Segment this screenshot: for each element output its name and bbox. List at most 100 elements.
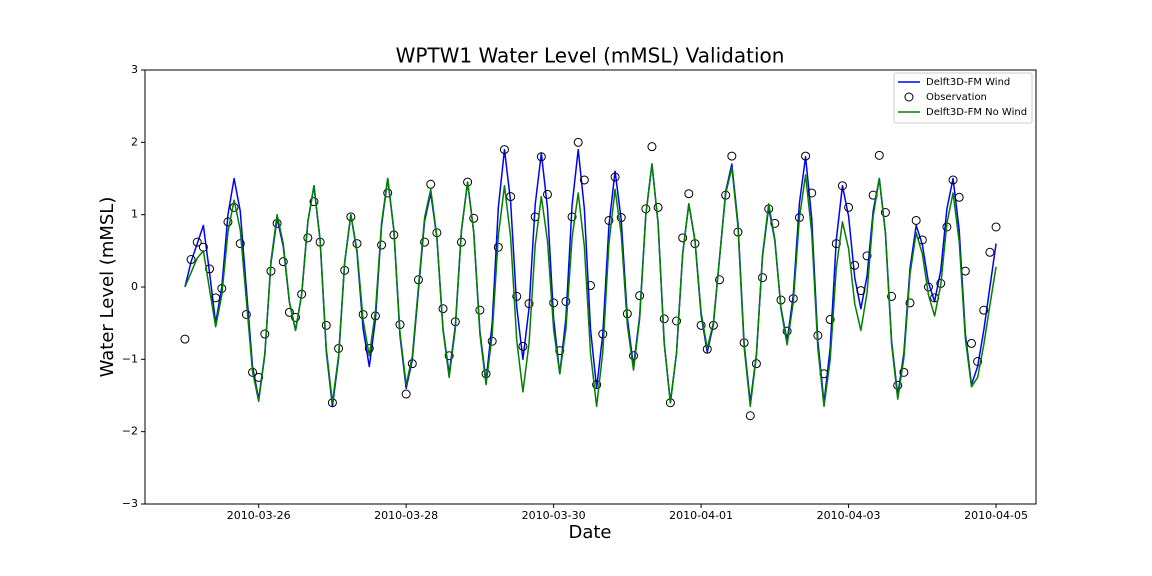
observation-point [966, 338, 976, 348]
observation-point [309, 197, 319, 207]
observation-point [278, 257, 288, 267]
observation-point [346, 212, 356, 222]
observation-point [610, 172, 620, 182]
observation-point [837, 181, 847, 191]
observation-point [291, 312, 301, 322]
observation-point [758, 273, 768, 283]
legend-label: Delft3D-FM No Wind [926, 107, 1027, 118]
observation-point [573, 137, 583, 147]
observation-point [592, 380, 602, 390]
observation-point [684, 189, 694, 199]
x-tick-label: 2010-03-30 [522, 509, 586, 522]
observation-point [973, 357, 983, 367]
observation-point [954, 192, 964, 202]
observation-point [555, 346, 565, 356]
legend-label: Observation [926, 92, 987, 103]
x-tick-label: 2010-04-03 [817, 509, 881, 522]
observation-point [653, 202, 663, 212]
legend-box [893, 72, 1033, 124]
y-tick-label: 0 [131, 280, 138, 293]
legend-marker [904, 92, 914, 102]
observation-point [536, 152, 546, 162]
observation-point [745, 411, 755, 421]
observation-point [647, 142, 657, 152]
observation-point [499, 145, 509, 155]
observation-point [438, 304, 448, 314]
observation-point [598, 329, 608, 339]
observation-point [856, 286, 866, 296]
observation-point [715, 275, 725, 285]
chart-title: WPTW1 Water Level (mMSL) Validation [396, 44, 785, 68]
observation-point [401, 389, 411, 399]
y-tick-label: −1 [122, 352, 138, 365]
observation-point [506, 192, 516, 202]
observation-point [905, 298, 915, 308]
observation-point [862, 251, 872, 261]
x-tick-label: 2010-03-28 [374, 509, 438, 522]
observation-point [444, 351, 454, 361]
observation-point [991, 222, 1001, 232]
observation-point [567, 212, 577, 222]
observation-point [475, 305, 485, 315]
y-tick-label: 1 [131, 208, 138, 221]
observation-point [887, 291, 897, 301]
y-tick-label: 2 [131, 135, 138, 148]
observation-point [512, 291, 522, 301]
observation-point [678, 233, 688, 243]
observation-point [426, 179, 436, 189]
plot-frame [144, 69, 1037, 505]
observation-point [985, 247, 995, 257]
observation-point [629, 351, 639, 361]
observation-point [524, 299, 534, 309]
y-tick-label: −3 [122, 497, 138, 510]
observation-point [481, 369, 491, 379]
observation-point [825, 315, 835, 325]
observation-point [899, 367, 909, 377]
observation-point [880, 207, 890, 217]
observation-point [604, 215, 614, 225]
observation-point [911, 215, 921, 225]
observation-point [223, 217, 233, 227]
observation-point [874, 150, 884, 160]
observation-point [420, 237, 430, 247]
observation-point [948, 175, 958, 185]
observation-point [383, 188, 393, 198]
observation-point [377, 240, 387, 250]
observation-point [303, 233, 313, 243]
observation-point [801, 151, 811, 161]
observation-point [241, 309, 251, 319]
observation-point [616, 213, 626, 223]
observation-point [254, 372, 264, 382]
observation-point [579, 175, 589, 185]
x-axis-label: Date [568, 522, 611, 543]
observation-point [635, 291, 645, 301]
observation-point [770, 218, 780, 228]
observation-point [893, 380, 903, 390]
observation-point [321, 320, 331, 330]
observation-point [260, 329, 270, 339]
x-tick-label: 2010-04-05 [964, 509, 1028, 522]
series-line [184, 163, 997, 408]
observation-point [696, 320, 706, 330]
observation-point [672, 316, 682, 326]
observation-point [844, 202, 854, 212]
observation-point [180, 334, 190, 344]
observation-point [186, 255, 196, 265]
observation-point [192, 237, 202, 247]
observation-point [284, 307, 294, 317]
observation-point [727, 151, 737, 161]
y-tick-label: 3 [131, 63, 138, 76]
observation-point [469, 213, 479, 223]
observation-point [782, 326, 792, 336]
observation-point [542, 189, 552, 199]
observation-point [659, 314, 669, 324]
x-tick-label: 2010-03-26 [227, 509, 291, 522]
observation-point [235, 239, 245, 249]
y-axis-label: Water Level (mMSL) [97, 197, 118, 378]
observation-point [518, 341, 528, 351]
observation-point [979, 305, 989, 315]
observation-point [561, 296, 571, 306]
observation-point [549, 298, 559, 308]
legend-label: Delft3D-FM Wind [926, 77, 1010, 88]
